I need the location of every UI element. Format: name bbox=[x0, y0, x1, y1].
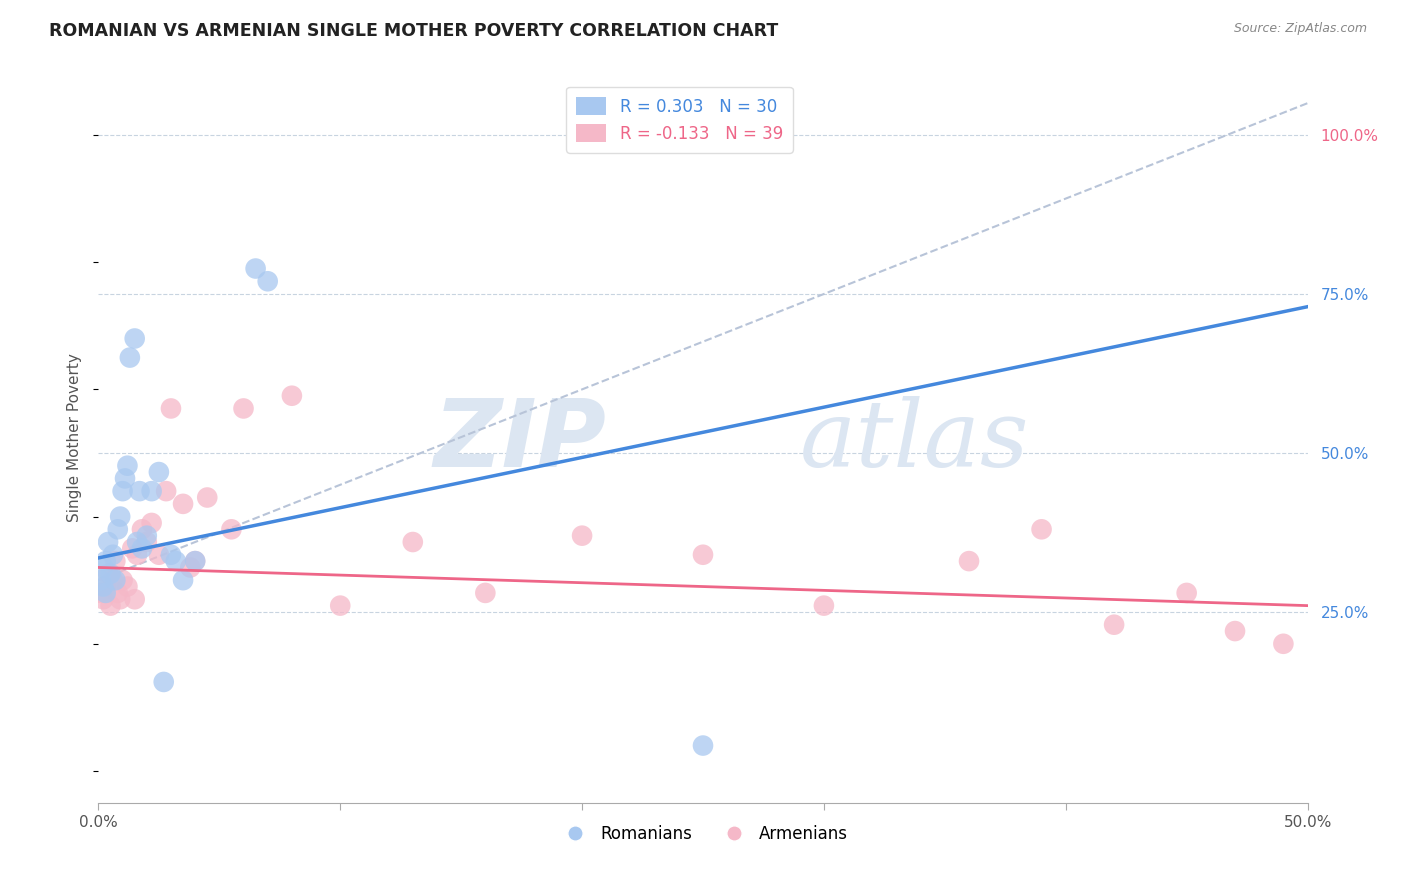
Point bbox=[108, 592, 131, 607]
Point bbox=[118, 351, 141, 365]
Point bbox=[90, 573, 112, 587]
Point bbox=[114, 471, 136, 485]
Y-axis label: Single Mother Poverty: Single Mother Poverty bbox=[67, 352, 83, 522]
Point bbox=[131, 522, 153, 536]
Point bbox=[165, 554, 187, 568]
Point bbox=[221, 522, 243, 536]
Text: ROMANIAN VS ARMENIAN SINGLE MOTHER POVERTY CORRELATION CHART: ROMANIAN VS ARMENIAN SINGLE MOTHER POVER… bbox=[49, 22, 779, 40]
Point bbox=[148, 548, 170, 562]
Legend: Romanians, Armenians: Romanians, Armenians bbox=[551, 818, 855, 849]
Point bbox=[108, 509, 131, 524]
Point bbox=[91, 560, 114, 574]
Point bbox=[100, 599, 122, 613]
Point bbox=[141, 484, 163, 499]
Point bbox=[184, 554, 207, 568]
Point bbox=[692, 548, 714, 562]
Point bbox=[160, 401, 183, 416]
Point bbox=[571, 529, 593, 543]
Point bbox=[91, 592, 114, 607]
Point bbox=[117, 580, 139, 594]
Point bbox=[1223, 624, 1246, 638]
Point bbox=[128, 484, 150, 499]
Point bbox=[329, 599, 352, 613]
Point bbox=[111, 573, 134, 587]
Point bbox=[91, 580, 114, 594]
Point bbox=[232, 401, 254, 416]
Point bbox=[111, 484, 134, 499]
Point bbox=[281, 389, 304, 403]
Point bbox=[474, 586, 496, 600]
Point bbox=[101, 573, 124, 587]
Text: ZIP: ZIP bbox=[433, 395, 606, 487]
Point bbox=[90, 586, 112, 600]
Point bbox=[124, 331, 146, 345]
Point bbox=[1031, 522, 1053, 536]
Point bbox=[402, 535, 425, 549]
Point bbox=[121, 541, 143, 556]
Point bbox=[97, 535, 120, 549]
Point bbox=[184, 554, 207, 568]
Point bbox=[141, 516, 163, 530]
Point bbox=[124, 592, 146, 607]
Point bbox=[94, 586, 117, 600]
Point bbox=[148, 465, 170, 479]
Point bbox=[97, 566, 120, 581]
Point bbox=[117, 458, 139, 473]
Point bbox=[131, 541, 153, 556]
Point bbox=[692, 739, 714, 753]
Point bbox=[155, 484, 177, 499]
Point bbox=[245, 261, 267, 276]
Point bbox=[957, 554, 980, 568]
Point bbox=[1175, 586, 1198, 600]
Point bbox=[94, 554, 117, 568]
Point bbox=[172, 573, 194, 587]
Point bbox=[195, 491, 218, 505]
Point bbox=[179, 560, 201, 574]
Point bbox=[152, 675, 174, 690]
Point bbox=[135, 529, 157, 543]
Text: atlas: atlas bbox=[800, 396, 1029, 486]
Point bbox=[1272, 637, 1295, 651]
Point bbox=[100, 566, 122, 581]
Point bbox=[127, 548, 149, 562]
Point bbox=[107, 586, 129, 600]
Point bbox=[101, 548, 124, 562]
Point bbox=[94, 580, 117, 594]
Point bbox=[160, 548, 183, 562]
Point bbox=[135, 535, 157, 549]
Point bbox=[104, 573, 127, 587]
Point bbox=[1102, 617, 1125, 632]
Point bbox=[172, 497, 194, 511]
Point bbox=[256, 274, 278, 288]
Point bbox=[127, 535, 149, 549]
Point bbox=[104, 554, 127, 568]
Point bbox=[813, 599, 835, 613]
Point bbox=[107, 522, 129, 536]
Text: Source: ZipAtlas.com: Source: ZipAtlas.com bbox=[1233, 22, 1367, 36]
